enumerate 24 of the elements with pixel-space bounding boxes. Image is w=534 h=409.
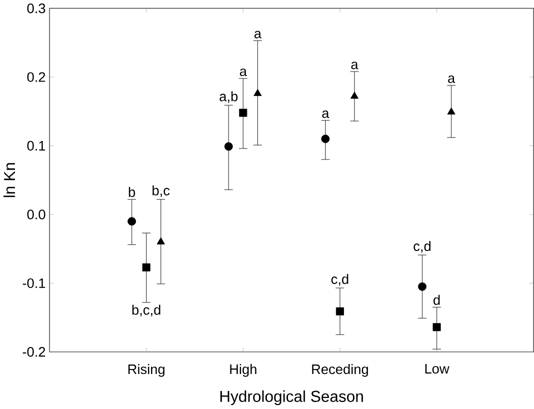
annotation: c,d xyxy=(331,274,348,286)
x-axis-title: Hydrological Season xyxy=(220,390,363,406)
annotation: b xyxy=(128,187,136,198)
annotation: a,b xyxy=(220,91,238,104)
annotation: c,d xyxy=(414,241,431,253)
annotation: b,c xyxy=(152,186,170,198)
y-tick-label: 0.1 xyxy=(27,141,46,151)
annotation: b,c,d xyxy=(132,304,160,317)
annotation: a xyxy=(254,31,262,39)
annotation: a xyxy=(448,76,456,84)
x-tick-label: Rising xyxy=(128,364,164,377)
y-tick-label: 0.3 xyxy=(27,4,46,14)
y-tick-label: 0.0 xyxy=(27,210,46,220)
x-tick-label: Low xyxy=(425,364,450,374)
x-tick-label: High xyxy=(230,364,256,377)
y-tick-label: -0.2 xyxy=(22,347,46,357)
annotation: a xyxy=(322,110,330,118)
annotation: a xyxy=(240,68,247,76)
annotation: a xyxy=(351,62,358,70)
annotation: d xyxy=(434,295,440,306)
x-tick-label: Receding xyxy=(312,364,368,377)
y-tick-label: 0.2 xyxy=(27,72,46,82)
y-tick-label: -0.1 xyxy=(22,278,46,288)
y-axis-title: ln Kn xyxy=(4,163,15,198)
